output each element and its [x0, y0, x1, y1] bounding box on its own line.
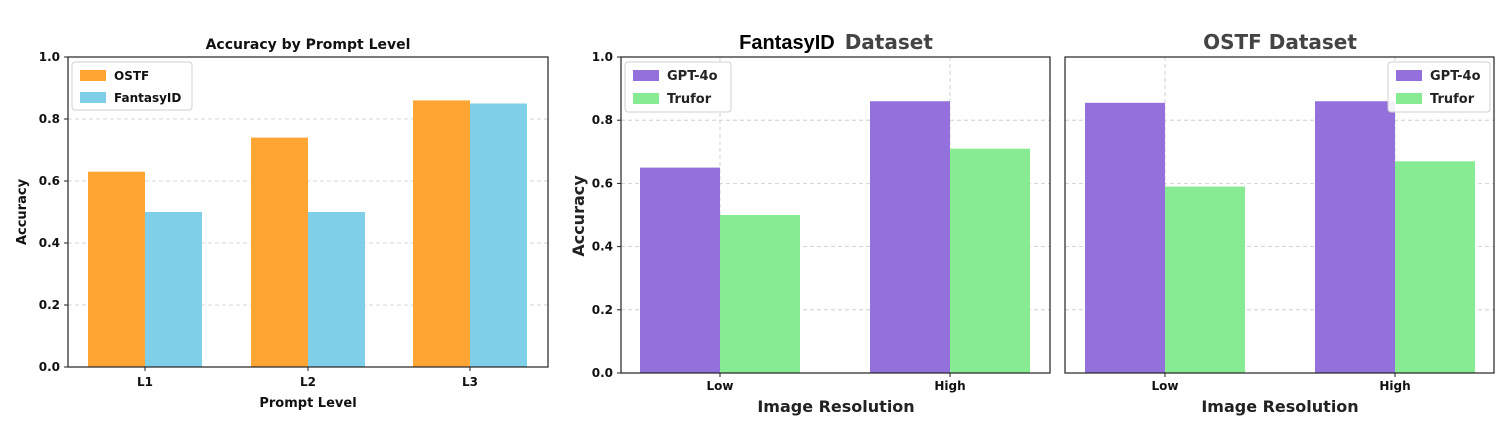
chart1-bar-fantasyid-l1 — [145, 212, 202, 367]
legend-swatch-ostf — [80, 70, 106, 81]
legend-label-gpt-4o: GPT-4o — [1430, 69, 1481, 84]
chart1-bar-ostf-l1 — [88, 171, 145, 367]
chart2-bar-trufor-low — [720, 215, 800, 373]
chart3-bar-trufor-high — [1395, 161, 1475, 373]
chart1-bar-fantasyid-l2 — [308, 212, 365, 367]
chart2-ytick-label: 0.4 — [592, 240, 613, 254]
chart3-bar-gpt-4o-low — [1085, 102, 1165, 373]
legend-swatch-trufor — [633, 93, 659, 104]
chart2-title-part1: FantasyID — [739, 32, 835, 54]
chart3-bar-trufor-low — [1165, 186, 1245, 373]
chart3-legend: GPT-4o Trufor — [1387, 61, 1491, 113]
chart1: 0.0 0.2 0.4 0.6 0.8 1.0 L1 L2 L3 OSTF FantasyID — [39, 50, 549, 389]
chart1-legend: OSTF FantasyID — [71, 61, 193, 111]
chart1-bar-fantasyid-l3 — [470, 103, 527, 367]
chart2-ytick-label: 1.0 — [592, 50, 613, 64]
chart1-ytick-label: 0.2 — [39, 298, 60, 312]
chart2-xtick-label: Low — [707, 379, 734, 393]
chart2-title: FantasyID Dataset — [739, 30, 933, 54]
chart1-ytick-label: 0.6 — [39, 174, 60, 188]
chart1-xtick-label: L1 — [137, 375, 153, 389]
legend-label-trufor: Trufor — [1430, 92, 1475, 107]
chart2-ytick-label: 0.6 — [592, 176, 613, 190]
legend-label-gpt-4o: GPT-4o — [667, 69, 718, 84]
chart1-xtick-label: L3 — [462, 375, 478, 389]
chart1-ytick-label: 0.0 — [39, 360, 60, 374]
chart2-frame — [620, 56, 1051, 374]
chart2-legend: GPT-4o Trufor — [624, 61, 732, 113]
chart2-xlabel: Image Resolution — [757, 397, 914, 416]
chart3-xtick-label: High — [1379, 379, 1410, 393]
chart1-ytick-label: 0.8 — [39, 112, 60, 126]
chart3-xtick-label: Low — [1152, 379, 1179, 393]
chart3-bar-gpt-4o-high — [1315, 101, 1395, 374]
chart2-ytick-label: 0.0 — [592, 366, 613, 380]
chart1-ylabel: Accuracy — [15, 178, 30, 245]
chart2-bar-gpt-4o-low — [640, 167, 720, 373]
legend-swatch-gpt-4o — [633, 70, 659, 81]
chart2-xtick-label: High — [934, 379, 965, 393]
chart1-ytick-label: 1.0 — [39, 50, 60, 64]
legend-label-ostf: OSTF — [114, 69, 149, 83]
legend-label-fantasyid: FantasyID — [114, 91, 181, 105]
chart3-frame — [1064, 56, 1495, 374]
chart2-bar-trufor-high — [950, 148, 1030, 373]
chart2-title-part2: Dataset — [845, 30, 934, 54]
chart1-xlabel: Prompt Level — [259, 396, 356, 411]
chart1-title: Accuracy by Prompt Level — [206, 37, 411, 53]
chart3-title: OSTF Dataset — [1203, 30, 1357, 54]
chart2-ytick-label: 0.2 — [592, 303, 613, 317]
chart1-ytick-label: 0.4 — [39, 236, 60, 250]
chart1-bar-ostf-l2 — [251, 137, 308, 367]
chart2: 0.0 0.2 0.4 0.6 0.8 1.0 Low High GPT-4o Trufor — [592, 50, 1051, 393]
chart1-xtick-label: L2 — [300, 375, 316, 389]
legend-swatch-fantasyid — [80, 92, 106, 103]
chart3: Low High GPT-4o Trufor — [1064, 56, 1495, 393]
chart2-ytick-label: 0.8 — [592, 113, 613, 127]
chart2-bar-gpt-4o-high — [870, 101, 950, 374]
legend-label-trufor: Trufor — [667, 92, 712, 107]
chart3-xlabel: Image Resolution — [1201, 397, 1358, 416]
chart2-ylabel: Accuracy — [569, 175, 588, 257]
legend-swatch-trufor — [1396, 93, 1422, 104]
chart1-bar-ostf-l3 — [413, 100, 470, 368]
legend-swatch-gpt-4o — [1396, 70, 1422, 81]
